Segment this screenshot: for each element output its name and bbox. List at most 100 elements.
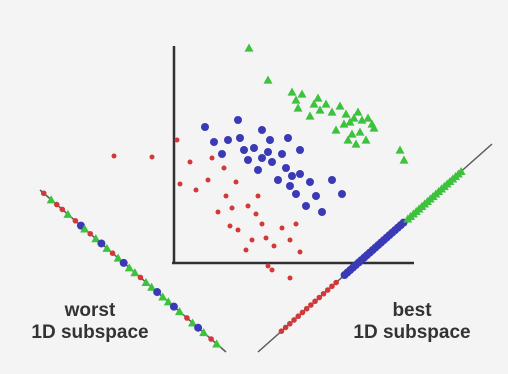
worst-projection-points xyxy=(40,190,222,348)
worst-red-point xyxy=(40,190,47,197)
worst-green-point xyxy=(158,292,168,301)
worst-green-point xyxy=(63,209,73,218)
green-point xyxy=(287,87,297,96)
worst-green-point xyxy=(124,263,134,272)
green-point xyxy=(305,111,315,120)
green-point xyxy=(341,109,351,118)
best-red-point xyxy=(329,283,335,290)
blue-point xyxy=(218,150,226,158)
green-point xyxy=(244,43,254,52)
blue-point xyxy=(292,190,300,198)
green-point xyxy=(353,107,363,116)
green-point xyxy=(349,113,359,122)
blue-point xyxy=(328,176,336,184)
green-point xyxy=(313,93,323,102)
blue-point xyxy=(318,208,326,216)
green-point xyxy=(291,95,301,104)
red-point xyxy=(215,209,221,215)
worst-caption-line1: worst xyxy=(64,300,116,321)
best-red-point xyxy=(320,290,327,297)
green-point xyxy=(331,125,341,134)
best-red-point xyxy=(287,320,293,327)
worst-red-point xyxy=(72,217,79,224)
red-point xyxy=(245,203,251,209)
blue-point xyxy=(266,136,274,144)
blue-point xyxy=(286,182,294,190)
worst-blue-point xyxy=(194,323,203,332)
blue-point xyxy=(296,170,304,178)
worst-red-point xyxy=(208,336,214,342)
green-point xyxy=(293,103,303,112)
worst-caption-line2: 1D subspace xyxy=(31,322,149,343)
worst-red-point xyxy=(184,315,190,321)
red-point xyxy=(177,181,183,187)
red-point xyxy=(223,193,229,199)
blue-point xyxy=(264,148,272,156)
blue-point xyxy=(288,172,296,180)
red-point xyxy=(243,247,249,253)
red-point xyxy=(221,165,227,171)
best-red-point xyxy=(299,309,306,316)
blue-point xyxy=(274,176,282,184)
blue-point xyxy=(302,202,310,210)
blue-point xyxy=(250,144,258,152)
worst-green-point xyxy=(163,297,173,306)
worst-red-point xyxy=(137,274,144,281)
blue-point xyxy=(258,126,266,134)
blue-point xyxy=(284,134,292,142)
red-point xyxy=(287,275,293,281)
red-point xyxy=(259,221,265,227)
blue-point xyxy=(258,154,266,162)
best-red-point xyxy=(278,328,285,335)
blue-point xyxy=(282,164,290,172)
blue-point xyxy=(234,116,242,124)
best-red-point xyxy=(282,324,289,331)
green-point xyxy=(335,101,345,110)
best-green-point xyxy=(456,166,466,176)
worst-green-point xyxy=(212,339,222,348)
red-point xyxy=(293,221,299,227)
blue-point xyxy=(268,158,276,166)
worst-green-point xyxy=(91,234,101,243)
worst-subspace-caption: worst 1D subspace xyxy=(10,300,170,344)
worst-blue-point xyxy=(97,239,106,248)
red-point xyxy=(271,243,277,249)
green-point xyxy=(343,135,353,144)
worst-red-point xyxy=(109,250,116,256)
worst-green-point xyxy=(46,195,56,204)
blue-point xyxy=(296,146,304,154)
green-point xyxy=(351,139,361,148)
red-point xyxy=(269,267,275,273)
green-point xyxy=(369,123,379,132)
green-point xyxy=(355,127,365,136)
blue-point xyxy=(278,150,286,158)
red-point xyxy=(205,177,211,183)
best-red-point xyxy=(324,287,331,293)
red-point xyxy=(209,155,215,161)
red-point xyxy=(174,137,180,143)
red-point xyxy=(227,223,233,229)
blue-point xyxy=(338,190,346,198)
green-point xyxy=(347,129,357,138)
red-point xyxy=(111,153,117,159)
red-point xyxy=(265,263,271,269)
worst-red-point xyxy=(53,201,60,208)
green-point xyxy=(309,99,319,108)
red-point xyxy=(149,154,155,160)
worst-green-point xyxy=(188,318,198,327)
red-point xyxy=(233,179,239,185)
best-projection-points xyxy=(278,166,466,335)
red-point xyxy=(279,225,285,231)
worst-green-point xyxy=(141,277,151,286)
blue-point xyxy=(224,136,232,144)
red-point xyxy=(253,211,259,217)
red-point xyxy=(187,159,193,165)
scatter-points xyxy=(111,43,409,281)
best-red-point xyxy=(312,298,318,305)
blue-point xyxy=(312,192,320,200)
green-point xyxy=(321,99,331,108)
best-red-point xyxy=(303,305,310,312)
green-point xyxy=(363,113,373,122)
worst-green-point xyxy=(199,328,209,337)
